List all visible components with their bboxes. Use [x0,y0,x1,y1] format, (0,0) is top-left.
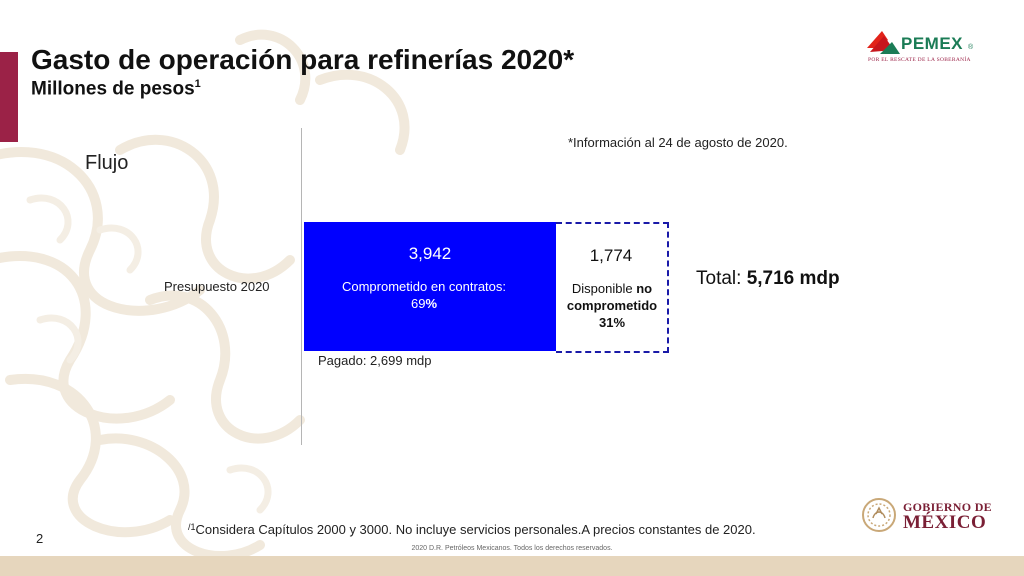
total-value: 5,716 mdp [746,268,840,289]
title-accent-bar [0,52,18,142]
bar-available: 1,774 Disponible no comprometido 31% [556,222,669,353]
subtitle-footnote-mark: 1 [194,78,201,90]
footnote-text: Considera Capítulos 2000 y 3000. No incl… [195,522,756,537]
page-title: Gasto de operación para refinerías 2020* [31,44,575,75]
bar-available-value: 1,774 [589,246,633,265]
bar-committed: 3,942 Comprometido en contratos: 69% [304,222,556,351]
bar-committed-label-text: Comprometido en contratos: [341,279,507,294]
pemex-logo-icon [867,31,900,54]
total-prefix: Total: [696,268,747,289]
pemex-logo-text: PEMEX [901,34,964,53]
info-date-note: *Información al 24 de agosto de 2020. [568,135,788,150]
bar-available-pct: 31% [598,315,626,330]
bar-committed-label: Comprometido en contratos: 69% [304,278,544,312]
chart-title: Flujo [85,152,129,174]
bar-available-label: Disponible no comprometido 31% [556,280,668,331]
bar-committed-value: 3,942 [408,244,452,263]
chart-axis-line [301,128,302,445]
category-label: Presupuesto 2020 [164,279,270,294]
bar-available-label-text: Disponible [571,281,637,296]
gobierno-logo-line2: MÉXICO [903,512,987,533]
gobierno-seal-icon [862,498,896,532]
pemex-registered-mark: ® [968,44,974,51]
total-label: Total: 5,716 mdp [696,268,840,290]
paid-label: Pagado: 2,699 mdp [318,353,432,368]
gobierno-logo-line1: GOBIERNO DE [903,500,992,514]
footnote-mark: /1 [188,522,196,532]
copyright-text: 2020 D.R. Petróleos Mexicanos. Todos los… [411,545,613,552]
bar-available-label-bold: no comprometido [566,281,658,313]
bottom-decorative-band [0,556,1024,576]
bar-committed-pct-sign: % [425,296,438,311]
bar-committed-pct: 69 [410,296,426,311]
page-number: 2 [36,531,44,546]
subtitle-text: Millones de pesos [31,78,195,100]
page-subtitle: Millones de pesos1 [31,78,201,100]
footnote: /1Considera Capítulos 2000 y 3000. No in… [188,522,756,537]
pemex-tagline: POR EL RESCATE DE LA SOBERANÍA [868,57,971,63]
